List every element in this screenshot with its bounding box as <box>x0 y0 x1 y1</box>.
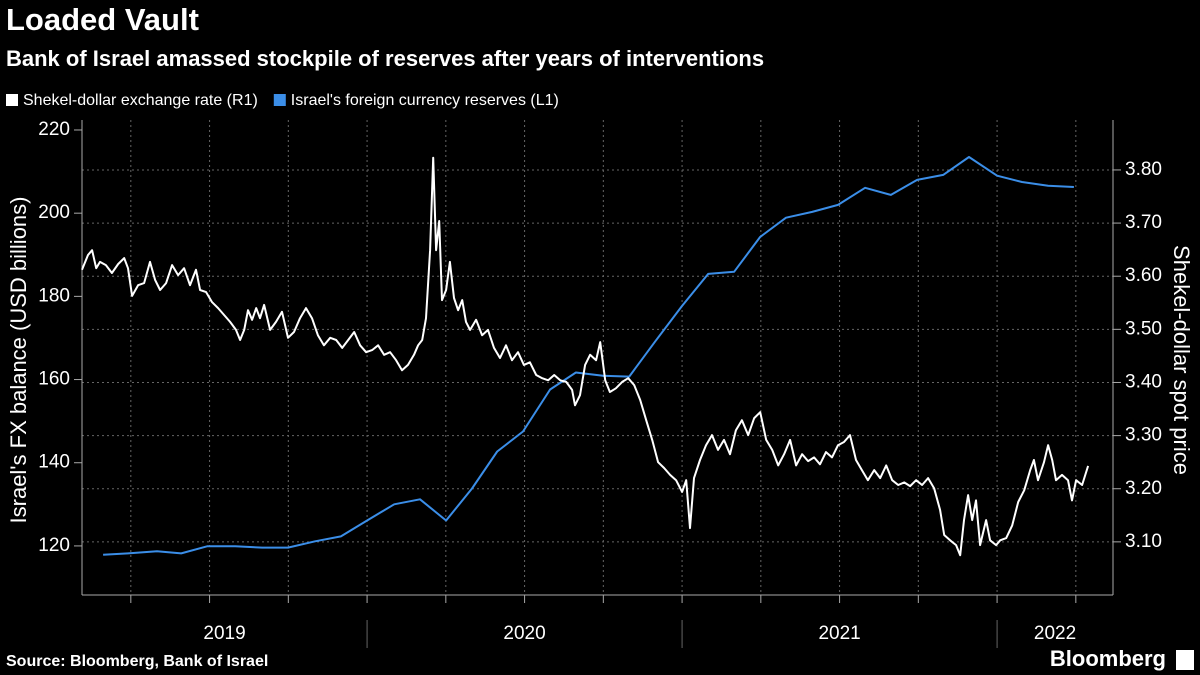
chart-title: Loaded Vault <box>6 2 199 37</box>
chart-subtitle: Bank of Israel amassed stockpile of rese… <box>6 46 764 71</box>
legend-swatch <box>273 94 286 106</box>
y2-axis-label: Shekel-dollar spot price <box>1169 245 1194 475</box>
x-tick-label: 2019 <box>203 623 245 644</box>
legend-label: Israel's foreign currency reserves (L1) <box>291 92 559 109</box>
y2-tick-label: 3.40 <box>1125 371 1162 392</box>
y2-tick-label: 3.10 <box>1125 531 1162 552</box>
brand: Bloomberg <box>1050 646 1166 671</box>
y2-tick-label: 3.30 <box>1125 425 1162 446</box>
y-tick-label: 220 <box>38 119 70 140</box>
y-tick-label: 180 <box>38 285 70 306</box>
y2-tick-label: 3.50 <box>1125 318 1162 339</box>
y-tick-label: 140 <box>38 452 70 473</box>
x-tick-label: 2021 <box>818 623 860 644</box>
y2-tick-label: 3.80 <box>1125 159 1162 180</box>
y-tick-label: 160 <box>38 369 70 390</box>
x-tick-label: 2020 <box>503 623 545 644</box>
y2-tick-label: 3.20 <box>1125 478 1162 499</box>
y-tick-label: 120 <box>38 535 70 556</box>
y2-tick-label: 3.60 <box>1125 265 1162 286</box>
series-line <box>81 156 1090 557</box>
y-tick-label: 200 <box>38 202 70 223</box>
legend-swatch <box>6 94 18 106</box>
series-line <box>103 156 1074 556</box>
legend-label: Shekel-dollar exchange rate (R1) <box>23 92 258 109</box>
brand-icon <box>1176 650 1194 670</box>
x-tick-label: 2022 <box>1034 623 1076 644</box>
y2-tick-label: 3.70 <box>1125 212 1162 233</box>
source: Source: Bloomberg, Bank of Israel <box>6 653 268 670</box>
y-axis-label: Israel's FX balance (USD billions) <box>6 197 31 524</box>
